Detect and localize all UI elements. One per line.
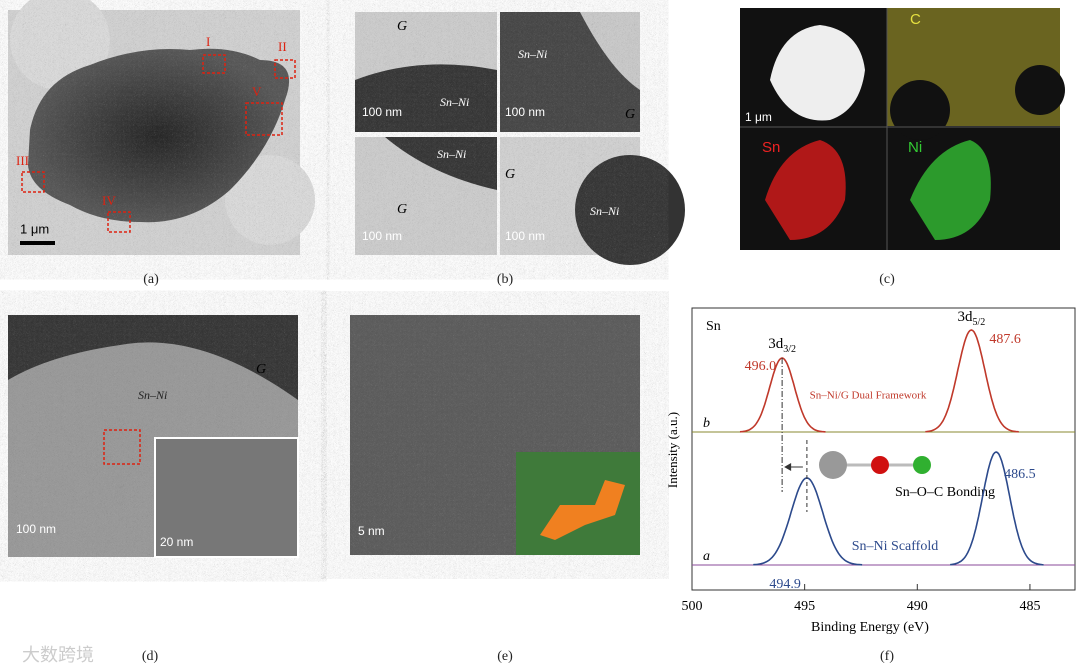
scale-bar: 5 nm [358,524,385,538]
orbital-base: 3d [957,309,973,325]
spectrum-name: b [703,416,710,431]
x-tick-label: 495 [794,599,815,614]
region-label: IV [102,193,116,208]
peak-label: 486.5 [1004,467,1035,482]
scale-bar: 100 nm [16,522,56,536]
material-label: Sn–Ni [440,95,469,109]
orbital-label: 3d3/2 [768,336,796,355]
material-label: Sn–Ni [138,388,167,402]
panel-b: Sn–Ni G 100 nm Sn–Ni G 100 nm Sn–Ni G 10… [355,12,685,287]
panel-label: (d) [142,649,159,664]
graphene-label: G [256,362,266,377]
xps-chart: Sn Binding Energy (eV) Intensity (a.u.) … [665,307,1076,664]
scale-bar: 1 μm [20,221,49,236]
peak [739,357,826,433]
spectrum-label: Sn–Ni Scaffold [852,539,938,554]
peak-label: 494.9 [769,577,801,592]
x-tick-label: 490 [907,599,928,614]
graphene-label: G [505,167,515,182]
element-label: Sn [706,319,721,334]
orbital-base: 3d [768,336,784,352]
orbital-sub: 3/2 [783,344,796,355]
panel-a: I II III IV V 1 μm (a) [8,0,315,287]
panel-label: (a) [143,272,159,287]
x-tick-label: 500 [682,599,703,614]
y-axis-label: Intensity (a.u.) [665,412,680,488]
panel-e: 5 nm (e) [350,315,640,664]
x-tick-label: 485 [1019,599,1040,614]
panel-c: 1 μm C Sn Ni (c) [740,8,1065,287]
scale-bar: 100 nm [362,105,402,119]
panel-label: (e) [497,649,513,664]
x-axis-label: Binding Energy (eV) [811,620,929,635]
region-label: III [16,153,29,168]
fit-peak [753,477,863,566]
arrow-head [784,463,792,471]
spectrum-label: Sn–Ni/G Dual Framework [810,390,927,402]
scale-bar: 100 nm [505,229,545,243]
watermark: 大数跨境 [22,645,94,666]
scale-bar: 1 μm [745,110,772,124]
panel-label: (b) [497,272,514,287]
graphene-label: G [625,107,635,122]
panel-label: (c) [879,272,895,287]
scale-bar: 100 nm [505,105,545,119]
region-label: V [252,84,262,99]
peak-label: 487.6 [989,332,1021,347]
region-label: II [278,39,287,54]
material-label: Sn–Ni [437,147,466,161]
graphene-label: G [397,19,407,34]
scale-bar: 20 nm [160,535,193,549]
peak [925,329,1019,433]
orbital-sub: 5/2 [972,317,985,328]
panel-d: Sn–Ni G 100 nm 20 nm (d) [8,315,299,664]
peak-label: 496.0 [745,359,777,374]
map-label: Sn [762,139,780,156]
material-label: Sn–Ni [518,47,547,61]
material-label: Sn–Ni [590,204,619,218]
region-label: I [206,34,210,49]
peak [753,477,863,566]
panel-label: (f) [880,649,894,664]
map-label: Ni [908,139,922,156]
graphene-label: G [397,202,407,217]
scale-bar: 100 nm [362,229,402,243]
spectrum-name: a [703,549,710,564]
orbital-label: 3d5/2 [957,309,985,328]
bonding-label: Sn–O–C Bonding [895,485,995,500]
peak [950,451,1044,566]
map-label: C [910,11,921,28]
